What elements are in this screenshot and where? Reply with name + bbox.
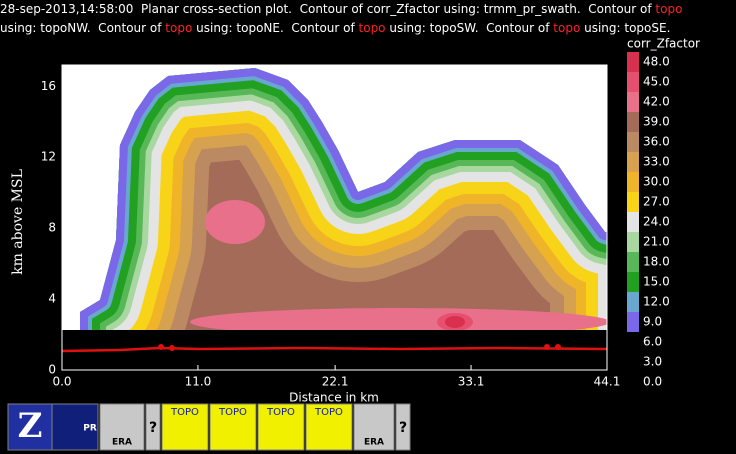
- colorbar-swatch: [627, 52, 639, 72]
- colorbar-swatch: [627, 312, 639, 332]
- toolbar-button[interactable]: ERA: [99, 403, 145, 451]
- colorbar-title: corr_Zfactor: [627, 37, 700, 51]
- button-label: TOPO: [266, 407, 295, 418]
- colorbar-label: 27.0: [643, 195, 670, 209]
- y-tick-label: 0: [48, 363, 56, 377]
- header-highlight: topo: [359, 21, 386, 35]
- colorbar-swatch: [627, 112, 639, 132]
- toolbar-button[interactable]: TOPO: [305, 403, 353, 451]
- button-face: [99, 403, 145, 451]
- header-text: using: topoNW. Contour of: [0, 21, 165, 35]
- button-label: TOPO: [170, 407, 199, 418]
- button-label: TOPO: [314, 407, 343, 418]
- toolbar-button[interactable]: PR: [51, 403, 99, 451]
- button-face: [51, 403, 99, 451]
- button-face: [145, 403, 161, 451]
- header-text: using: topoSE.: [580, 21, 670, 35]
- y-tick-label: 16: [41, 79, 56, 93]
- y-axis-label: km above MSL: [10, 169, 26, 275]
- colorbar-swatch: [627, 72, 639, 92]
- button-face: [305, 403, 353, 451]
- colorbar-swatch: [627, 192, 639, 212]
- colorbar-swatch: [627, 252, 639, 272]
- button-label: Z: [18, 406, 43, 446]
- contour-core-blob: [190, 308, 607, 336]
- toolbar-button[interactable]: TOPO: [209, 403, 257, 451]
- colorbar-label: 45.0: [643, 75, 670, 89]
- colorbar-label: 6.0: [643, 335, 662, 349]
- x-tick-label: 22.1: [322, 375, 349, 389]
- toolbar: Z PR ERA? TOPO TOPO TOPO TOPO ERA?: [7, 403, 411, 451]
- y-tick-label: 8: [48, 221, 56, 235]
- button-face: [161, 403, 209, 451]
- button-face: [209, 403, 257, 451]
- colorbar-label: 24.0: [643, 215, 670, 229]
- colorbar-label: 39.0: [643, 115, 670, 129]
- terrain-mask: [62, 330, 607, 370]
- colorbar-label: 3.0: [643, 355, 662, 369]
- colorbar-swatch: [627, 92, 639, 112]
- button-label: TOPO: [218, 407, 247, 418]
- button-face: [353, 403, 395, 451]
- x-tick-label: 44.1: [594, 375, 621, 389]
- y-tick-label: 4: [48, 292, 56, 306]
- toolbar-button[interactable]: Z: [7, 403, 53, 451]
- colorbar-label: 42.0: [643, 95, 670, 109]
- colorbar-label: 9.0: [643, 315, 662, 329]
- button-label: ERA: [112, 438, 132, 448]
- axes: 0.0 11.0 22.1 33.1 44.1 0 4 8 12 16 Distance in km…: [10, 79, 620, 405]
- button-label: ?: [399, 420, 407, 436]
- button-face: [395, 403, 411, 451]
- header-highlight: topo: [655, 2, 682, 16]
- colorbar-swatch: [627, 172, 639, 192]
- y-tick-label: 12: [41, 150, 56, 164]
- header-text: 28-sep-2013,14:58:00 Planar cross-sectio…: [0, 2, 655, 16]
- topo-line: [61, 346, 608, 353]
- header-highlight: topo: [553, 21, 580, 35]
- colorbar-swatch: [627, 212, 639, 232]
- colorbar-swatch: [627, 232, 639, 252]
- toolbar-button[interactable]: ?: [395, 403, 411, 451]
- colorbar-label: 30.0: [643, 175, 670, 189]
- x-axis-label: Distance in km: [289, 391, 379, 405]
- colorbar-swatch: [627, 292, 639, 312]
- button-label: ?: [149, 420, 157, 436]
- colorbar-swatch: [627, 152, 639, 172]
- toolbar-button[interactable]: TOPO: [257, 403, 305, 451]
- topo-dots: [158, 344, 561, 351]
- plot-frame: [61, 64, 608, 371]
- header-text: using: topoNE. Contour of: [192, 21, 358, 35]
- colorbar-label: 33.0: [643, 155, 670, 169]
- toolbar-button[interactable]: ERA: [353, 403, 395, 451]
- toolbar-button[interactable]: ?: [145, 403, 161, 451]
- contour-band: [80, 68, 607, 370]
- colorbar-label: 12.0: [643, 295, 670, 309]
- toolbar-button[interactable]: TOPO: [161, 403, 209, 451]
- contour-core-blob: [445, 316, 465, 328]
- header-highlight: topo: [165, 21, 192, 35]
- colorbar-label: 48.0: [643, 55, 670, 69]
- header-line: using: topoNW. Contour of topo using: to…: [0, 21, 670, 35]
- header: 28-sep-2013,14:58:00 Planar cross-sectio…: [0, 2, 682, 35]
- button-face: [7, 403, 53, 451]
- x-tick-label: 33.1: [458, 375, 485, 389]
- colorbar-label: 15.0: [643, 275, 670, 289]
- header-text: using: topoSW. Contour of: [386, 21, 554, 35]
- colorbar-swatch: [627, 272, 639, 292]
- header-line: 28-sep-2013,14:58:00 Planar cross-sectio…: [0, 2, 682, 16]
- colorbar: corr_Zfactor 48.0 45.0 42.0 39.0 36.0 33.0 30.0…: [627, 37, 700, 389]
- colorbar-label: 0.0: [643, 375, 662, 389]
- colorbar-label: 36.0: [643, 135, 670, 149]
- colorbar-label: 21.0: [643, 235, 670, 249]
- colorbar-label: 18.0: [643, 255, 670, 269]
- button-label: PR: [83, 424, 97, 434]
- contour-core-blob: [205, 200, 265, 244]
- colorbar-swatch: [627, 132, 639, 152]
- x-tick-label: 0.0: [52, 375, 71, 389]
- x-tick-label: 11.0: [185, 375, 212, 389]
- button-face: [257, 403, 305, 451]
- button-label: ERA: [364, 438, 384, 448]
